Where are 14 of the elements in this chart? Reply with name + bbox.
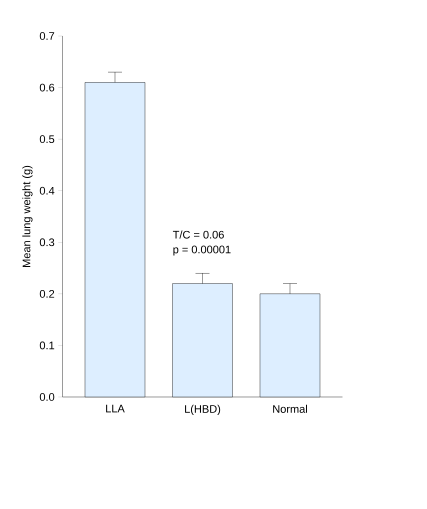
- y-tick-label: 0.7: [40, 32, 54, 40]
- y-tick-label: 0.0: [40, 393, 54, 401]
- annotation: p = 0.00001: [173, 246, 231, 256]
- y-tick-label: 0.3: [40, 238, 54, 246]
- y-axis-title: Mean lung weight (g): [22, 166, 33, 267]
- x-tick-label: LLA: [106, 404, 125, 412]
- annotation: T/C = 0.06: [172, 230, 224, 239]
- y-tick-label: 0.5: [40, 135, 54, 144]
- y-tick-label: 0.2: [40, 290, 54, 298]
- x-tick-label: Normal: [273, 404, 307, 413]
- y-tick-label: 0.6: [40, 84, 54, 92]
- y-tick-label: 0.4: [40, 186, 54, 195]
- y-tick-label: 0.1: [40, 342, 54, 350]
- x-tick-label: L(HBD): [185, 404, 220, 416]
